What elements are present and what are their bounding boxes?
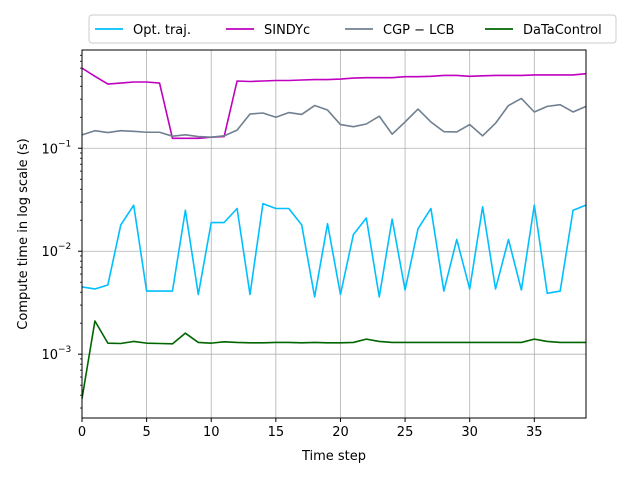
x-tick-label: 35 <box>526 425 543 440</box>
series-line-2 <box>81 97 587 139</box>
x-axis: 0 5 10 15 20 25 30 35 <box>78 418 543 440</box>
series-line-1 <box>81 67 587 140</box>
y-tick-label: 10 <box>41 245 58 260</box>
y-tick-exponent: −3 <box>58 345 71 355</box>
x-axis-label: Time step <box>301 449 366 464</box>
legend-label-1: SINDYc <box>264 23 310 38</box>
y-tick-exponent: −2 <box>58 242 71 252</box>
legend: Opt. traj. SINDYc CGP − LCB DaTaControl <box>88 14 617 44</box>
y-axis: 10−310−210−1 <box>41 54 82 409</box>
x-tick-label: 15 <box>268 425 285 440</box>
legend-label-3: DaTaControl <box>523 23 602 38</box>
x-tick-label: 5 <box>142 425 150 440</box>
plot-frame <box>81 49 587 419</box>
x-tick-label: 20 <box>332 425 349 440</box>
series-layer <box>81 67 587 399</box>
x-tick-label: 10 <box>203 425 220 440</box>
x-tick-label: 25 <box>397 425 414 440</box>
series-line-0 <box>81 202 587 298</box>
y-tick-label: 10 <box>41 142 58 157</box>
legend-label-2: CGP − LCB <box>383 23 454 38</box>
y-tick-exponent: −1 <box>58 139 71 149</box>
y-axis-label: Compute time in log scale (s) <box>16 138 31 329</box>
grid <box>81 50 586 418</box>
x-tick-label: 0 <box>78 425 86 440</box>
x-tick-label: 30 <box>461 425 478 440</box>
series-line-3 <box>81 320 586 399</box>
y-tick-label: 10 <box>41 348 58 363</box>
legend-label-0: Opt. traj. <box>133 23 191 38</box>
